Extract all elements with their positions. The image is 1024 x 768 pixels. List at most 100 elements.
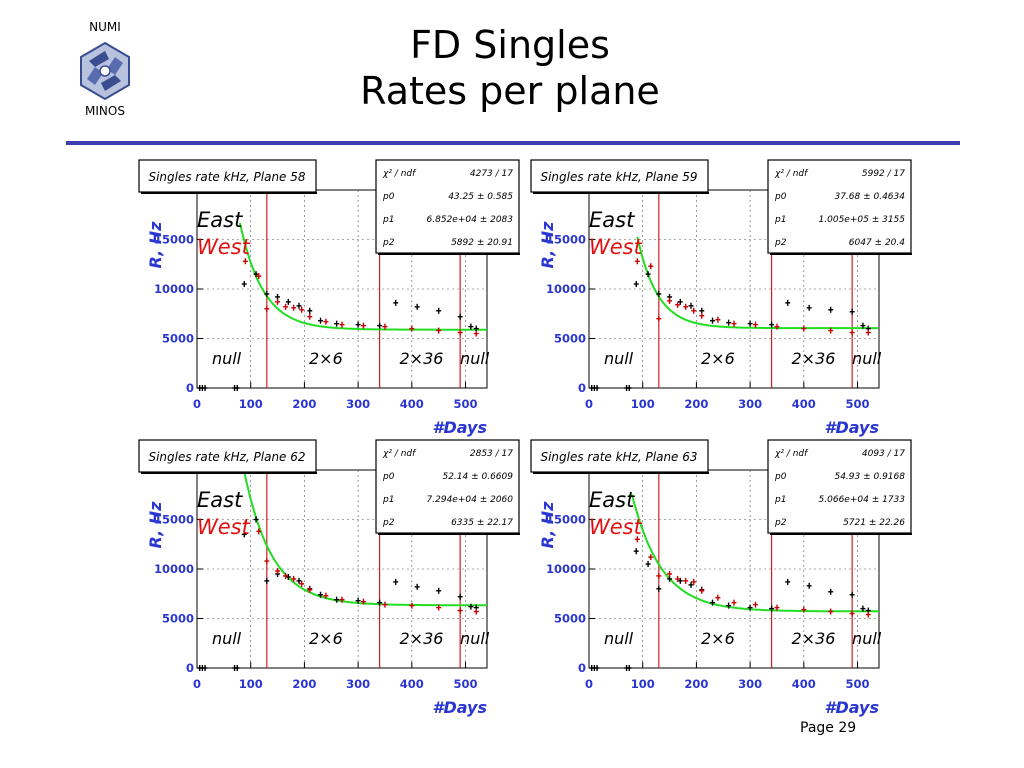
stats-key: p0 [382, 192, 395, 202]
data-point [436, 327, 442, 334]
y-tick-label: 0 [186, 661, 194, 675]
stats-value: 5892 ± 20.91 [451, 238, 513, 248]
data-point [275, 567, 281, 574]
y-tick-label: 5000 [554, 612, 586, 626]
legend-east: East [197, 488, 243, 512]
y-tick-label: 0 [186, 381, 194, 395]
stats-value: 4093 / 17 [862, 449, 905, 459]
data-point [436, 307, 442, 314]
x-tick-label: 0 [585, 677, 593, 691]
stats-key: p1 [382, 215, 394, 225]
stats-key: p0 [774, 472, 787, 482]
stats-value: 37.68 ± 0.4634 [834, 192, 905, 202]
stats-value: 4273 / 17 [470, 169, 513, 179]
stats-key: p2 [774, 518, 787, 528]
data-point [409, 602, 415, 609]
data-point [710, 317, 716, 324]
stats-key: p2 [774, 238, 787, 248]
data-point [323, 318, 329, 325]
slide-title-line-1: FD Singles [410, 23, 610, 67]
period-label: 2×36 [400, 629, 444, 648]
stats-value: 7.294e+04 ± 2060 [427, 495, 514, 505]
data-point [691, 578, 697, 585]
data-point [457, 313, 463, 320]
stats-key: χ² / ndf [774, 449, 809, 459]
data-point [656, 315, 662, 322]
data-point [241, 281, 247, 288]
data-point [626, 385, 632, 391]
stats-value: 5992 / 17 [862, 169, 905, 179]
data-point [256, 528, 262, 535]
x-tick-label: 200 [684, 397, 708, 411]
data-point [691, 307, 697, 314]
x-tick-label: 400 [400, 397, 424, 411]
data-point [865, 611, 871, 618]
data-point [299, 306, 305, 313]
data-point [656, 290, 662, 297]
data-point [633, 281, 639, 288]
stats-value: 5721 ± 22.26 [843, 518, 905, 528]
data-point [414, 583, 420, 590]
data-point [299, 580, 305, 587]
period-label: null [852, 349, 882, 368]
x-tick-label: 100 [631, 677, 655, 691]
stats-key: p2 [382, 518, 395, 528]
y-axis-label: R, Hz [538, 221, 557, 269]
data-point [634, 258, 640, 265]
data-point [436, 604, 442, 611]
data-point [355, 321, 361, 328]
x-tick-label: 300 [738, 677, 762, 691]
data-point [264, 305, 270, 312]
data-point [801, 325, 807, 332]
title-box [530, 159, 709, 193]
data-point [285, 298, 291, 305]
data-point [414, 303, 420, 310]
y-tick-label: 10000 [154, 562, 194, 576]
data-point [307, 313, 313, 320]
data-point [747, 320, 753, 327]
data-point [785, 578, 791, 585]
data-point [393, 299, 399, 306]
data-point [726, 602, 732, 609]
data-point [339, 321, 345, 328]
period-label: null [212, 629, 242, 648]
data-point [264, 577, 270, 584]
data-point [828, 306, 834, 313]
x-axis-label: #Days [824, 418, 879, 437]
x-axis-label: #Days [432, 418, 487, 437]
data-point [633, 548, 639, 555]
stats-value: 6335 ± 22.17 [451, 518, 513, 528]
data-point [382, 601, 388, 608]
data-point [849, 610, 855, 617]
x-tick-label: 100 [239, 397, 263, 411]
data-point [667, 297, 673, 304]
legend-east: East [589, 208, 635, 232]
data-point [806, 304, 812, 311]
data-point [699, 312, 705, 319]
data-point [594, 665, 600, 671]
fit-curve [631, 494, 879, 613]
data-point [731, 320, 737, 327]
title-box [138, 439, 317, 473]
data-point [752, 321, 758, 328]
data-point [202, 385, 208, 391]
data-point [468, 603, 474, 610]
period-label: 2×36 [792, 349, 836, 368]
data-point [473, 608, 479, 615]
data-point [860, 322, 866, 329]
data-point [710, 599, 716, 606]
y-axis-label: R, Hz [146, 221, 165, 269]
data-point [806, 582, 812, 589]
period-label: 2×36 [792, 629, 836, 648]
chart-title: Singles rate kHz, Plane 62 [148, 450, 305, 464]
period-label: null [852, 629, 882, 648]
x-axis-label: #Days [432, 698, 487, 717]
data-point [828, 588, 834, 595]
x-tick-label: 200 [292, 677, 316, 691]
chart-title: Singles rate kHz, Plane 58 [148, 170, 305, 184]
stats-value: 43.25 ± 0.585 [448, 192, 513, 202]
x-tick-label: 400 [792, 397, 816, 411]
y-tick-label: 10000 [546, 282, 586, 296]
